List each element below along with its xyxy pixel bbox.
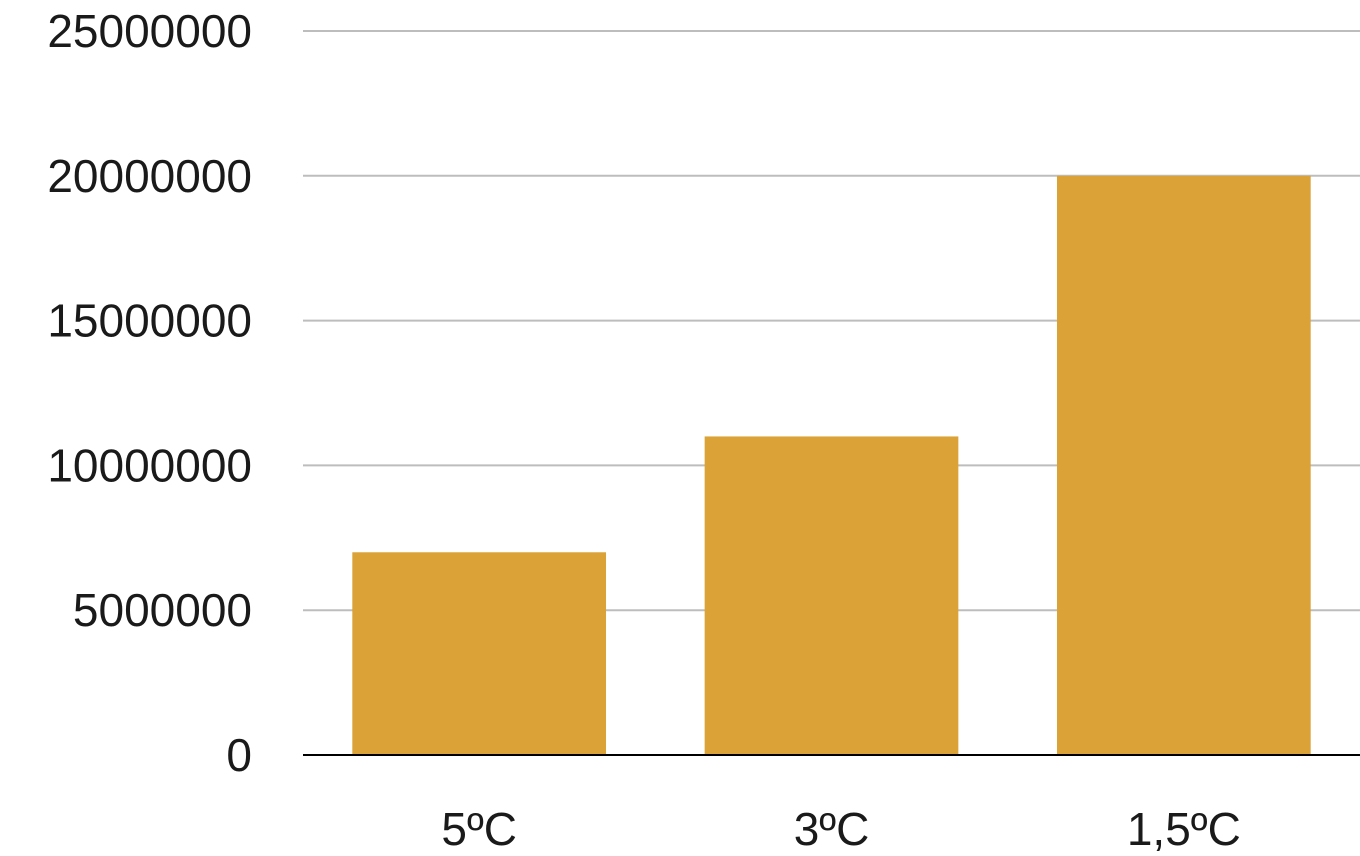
y-tick-label: 20000000 [47,150,252,202]
y-tick-labels: 0 5000000 10000000 15000000 20000000 25000000 [47,5,252,781]
bar-0 [352,552,607,755]
y-tick-label: 5000000 [73,584,252,636]
y-tick-label: 15000000 [47,295,252,347]
bars [352,175,1311,756]
y-tick-label: 10000000 [47,439,252,491]
y-tick-label: 25000000 [47,5,252,57]
x-tick-labels: 5ºC 3ºC 1,5ºC [441,803,1240,855]
bar-2 [1056,175,1311,756]
x-tick-label: 1,5ºC [1127,803,1241,855]
y-tick-label: 0 [226,729,252,781]
x-tick-label: 3ºC [794,803,870,855]
bar-1 [704,436,959,755]
x-tick-label: 5ºC [441,803,517,855]
